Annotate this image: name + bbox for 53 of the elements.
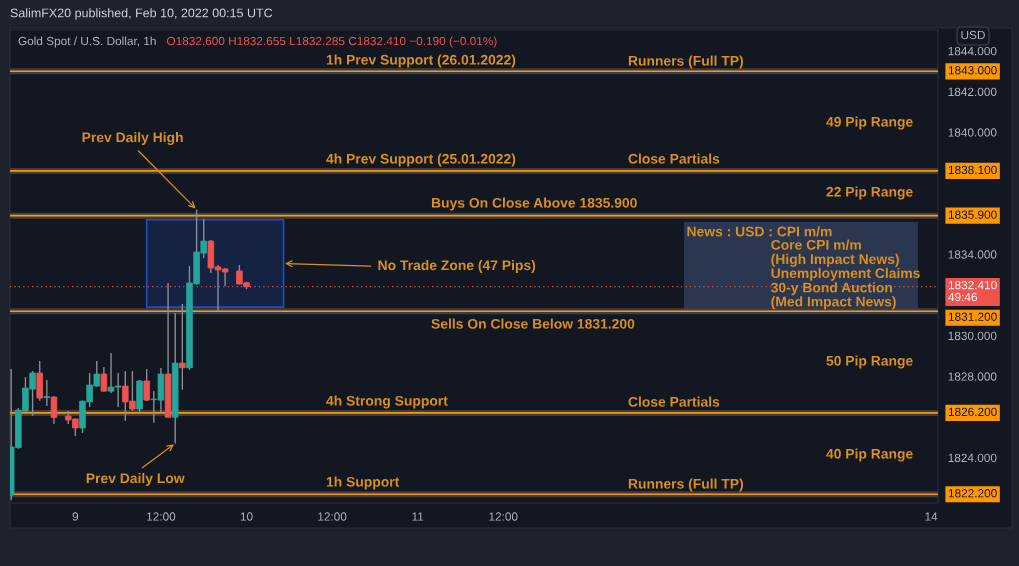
annotation: 4h Prev Support (25.01.2022) bbox=[326, 153, 516, 167]
y-tick-label: 1828.000 bbox=[948, 372, 997, 381]
annotation: Buys On Close Above 1835.900 bbox=[431, 197, 637, 211]
y-tick-label: 1840.000 bbox=[948, 128, 997, 137]
x-tick-label: 9 bbox=[72, 512, 79, 521]
candlestick bbox=[43, 379, 51, 407]
annotation: Core CPI m/m bbox=[771, 239, 861, 250]
x-tick-label: 12:00 bbox=[147, 512, 176, 521]
candlestick bbox=[100, 366, 108, 393]
annotation: Sells On Close Below 1831.200 bbox=[431, 318, 635, 329]
annotation: 1h Support bbox=[326, 476, 400, 490]
ref-line-label: 1835.900 bbox=[948, 210, 997, 219]
annotation: 50 Pip Range bbox=[826, 355, 913, 369]
band-label: No Trade Zone (47 Pips) bbox=[378, 259, 536, 273]
annotation: 40 Pip Range bbox=[826, 448, 913, 462]
candlestick bbox=[143, 368, 150, 402]
candlestick bbox=[50, 395, 58, 425]
y-tick-label: 1824.000 bbox=[948, 453, 997, 463]
y-tick-label: 1844.000 bbox=[948, 46, 997, 56]
ref-line-label: 1826.200 bbox=[948, 407, 997, 417]
y-axis-title: USD bbox=[961, 30, 985, 40]
ref-line-label: 1838.100 bbox=[948, 165, 997, 175]
x-tick-label: 12:00 bbox=[489, 512, 518, 521]
candlestick bbox=[179, 303, 186, 391]
annotation: Close Partials bbox=[628, 396, 720, 407]
annotation: 4h Strong Support bbox=[326, 395, 448, 409]
ref-line-label: 1832.410 49:46 bbox=[948, 280, 997, 302]
annotation: Prev Daily Low bbox=[86, 472, 185, 486]
annotation: Close Partials bbox=[628, 153, 720, 164]
ref-line-label: 1843.000 bbox=[948, 66, 997, 75]
text: SalimFX20 published, Feb 10, 2022 00:15 UTC bbox=[10, 8, 273, 20]
annotation: 49 Pip Range bbox=[826, 116, 913, 130]
ref-line-label: 1831.200 bbox=[948, 312, 997, 321]
x-tick-label: 14 bbox=[925, 512, 938, 521]
annotation: Prev Daily High bbox=[82, 132, 183, 146]
y-tick-label: 1842.000 bbox=[948, 87, 997, 97]
annotation: Runners (Full TP) bbox=[628, 478, 743, 492]
annotation: 30-y Bond Auction bbox=[771, 282, 892, 296]
x-tick-label: 12:00 bbox=[318, 512, 347, 521]
annotation: 1h Prev Support (26.01.2022) bbox=[326, 54, 516, 68]
annotation: News : USD : CPI m/m bbox=[687, 226, 832, 237]
annotation: 22 Pip Range bbox=[826, 186, 913, 200]
text: O1832.600 H1832.655 L1832.285 C1832.410 −0.190 (−0.01%) bbox=[166, 36, 497, 48]
y-tick-label: 1834.000 bbox=[948, 250, 997, 259]
annotation: Unemployment Claims bbox=[771, 267, 920, 281]
annotation: (Med Impact News) bbox=[771, 296, 896, 310]
x-tick-label: 11 bbox=[412, 512, 424, 521]
annotation: (High Impact News) bbox=[771, 253, 899, 267]
ref-line-label: 1822.200 bbox=[948, 489, 997, 498]
text: Gold Spot / U.S. Dollar, 1h bbox=[18, 36, 156, 48]
y-tick-label: 1830.000 bbox=[948, 331, 997, 341]
x-tick-label: 10 bbox=[240, 512, 253, 521]
annotation: Runners (Full TP) bbox=[628, 55, 743, 69]
